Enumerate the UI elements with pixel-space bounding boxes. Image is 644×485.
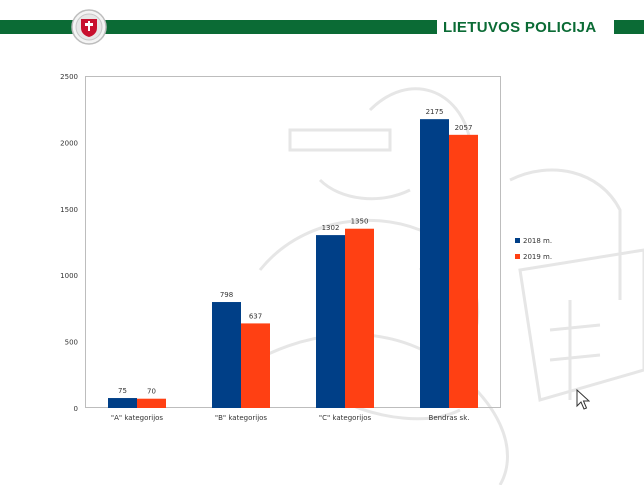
header-band-tail — [614, 20, 644, 34]
y-tick-label: 500 — [65, 339, 78, 347]
legend-swatch — [515, 254, 520, 259]
x-tick-label: "C" kategorijos — [319, 414, 372, 422]
legend-swatch — [515, 238, 520, 243]
x-tick-label: "B" kategorijos — [215, 414, 268, 422]
x-tick-label: Bendras sk. — [429, 414, 470, 422]
data-label: 2175 — [426, 108, 444, 116]
y-tick-label: 2000 — [60, 139, 78, 147]
bar — [316, 235, 345, 408]
bar — [420, 119, 449, 408]
bar — [108, 398, 137, 408]
mouse-pointer-icon — [576, 389, 590, 410]
data-label: 2057 — [455, 124, 473, 132]
bar — [241, 323, 270, 408]
y-tick-label: 1000 — [60, 272, 78, 280]
data-label: 637 — [249, 312, 262, 320]
legend-label: 2018 m. — [523, 237, 552, 245]
data-label: 1350 — [351, 218, 369, 226]
brand-title: LIETUVOS POLICIJA — [443, 18, 597, 36]
bar — [449, 134, 478, 409]
y-tick-label: 0 — [74, 405, 78, 413]
data-label: 70 — [147, 388, 156, 396]
data-label: 798 — [220, 291, 233, 299]
y-tick-label: 1500 — [60, 206, 78, 214]
header-separator — [437, 20, 443, 34]
legend-label: 2019 m. — [523, 253, 552, 261]
bar — [137, 398, 166, 408]
bar — [212, 302, 241, 408]
y-tick-label: 2500 — [60, 73, 78, 81]
x-tick-label: "A" kategorijos — [111, 414, 164, 422]
header-title-box: LIETUVOS POLICIJA — [443, 18, 644, 36]
bar — [345, 228, 374, 408]
data-label: 75 — [118, 387, 127, 395]
police-emblem-icon — [71, 9, 107, 45]
chart-frame — [85, 76, 501, 408]
data-label: 1302 — [322, 224, 340, 232]
